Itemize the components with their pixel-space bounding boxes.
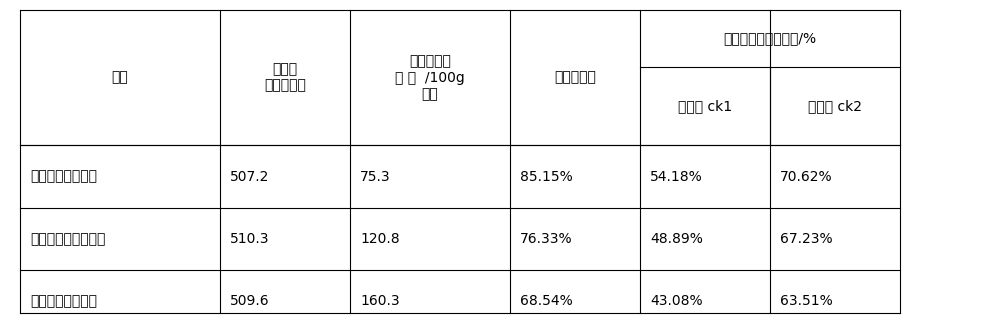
Text: 枯草芽孢杆菌菌剂: 枯草芽孢杆菌菌剂 (30, 295, 97, 308)
Text: 施药前
二龄幼虫数: 施药前 二龄幼虫数 (264, 62, 306, 93)
Text: 相对于 ck2: 相对于 ck2 (808, 99, 862, 113)
Text: 坚强芽孢杆菌菌剂: 坚强芽孢杆菌菌剂 (30, 170, 97, 183)
Text: 线虫减退率: 线虫减退率 (554, 70, 596, 85)
Text: 线虫减退率校正防效/%: 线虫减退率校正防效/% (723, 31, 817, 45)
Text: 67.23%: 67.23% (780, 232, 833, 246)
Text: 相对于 ck1: 相对于 ck1 (678, 99, 732, 113)
Text: 120.8: 120.8 (360, 232, 400, 246)
Text: 160.3: 160.3 (360, 295, 400, 308)
Text: 75.3: 75.3 (360, 170, 391, 183)
Text: 70.62%: 70.62% (780, 170, 833, 183)
Text: 507.2: 507.2 (230, 170, 269, 183)
Text: 解淀粉芽孢杆菌菌剂: 解淀粉芽孢杆菌菌剂 (30, 232, 105, 246)
Text: 85.15%: 85.15% (520, 170, 573, 183)
Text: 509.6: 509.6 (230, 295, 270, 308)
Text: 组别: 组别 (112, 70, 128, 85)
Text: 二龄幼虫数
（ 条  /100g
土）: 二龄幼虫数 （ 条 /100g 土） (395, 54, 465, 101)
Text: 76.33%: 76.33% (520, 232, 573, 246)
Text: 43.08%: 43.08% (650, 295, 703, 308)
Text: 54.18%: 54.18% (650, 170, 703, 183)
Text: 68.54%: 68.54% (520, 295, 573, 308)
Text: 510.3: 510.3 (230, 232, 270, 246)
Text: 48.89%: 48.89% (650, 232, 703, 246)
Text: 63.51%: 63.51% (780, 295, 833, 308)
